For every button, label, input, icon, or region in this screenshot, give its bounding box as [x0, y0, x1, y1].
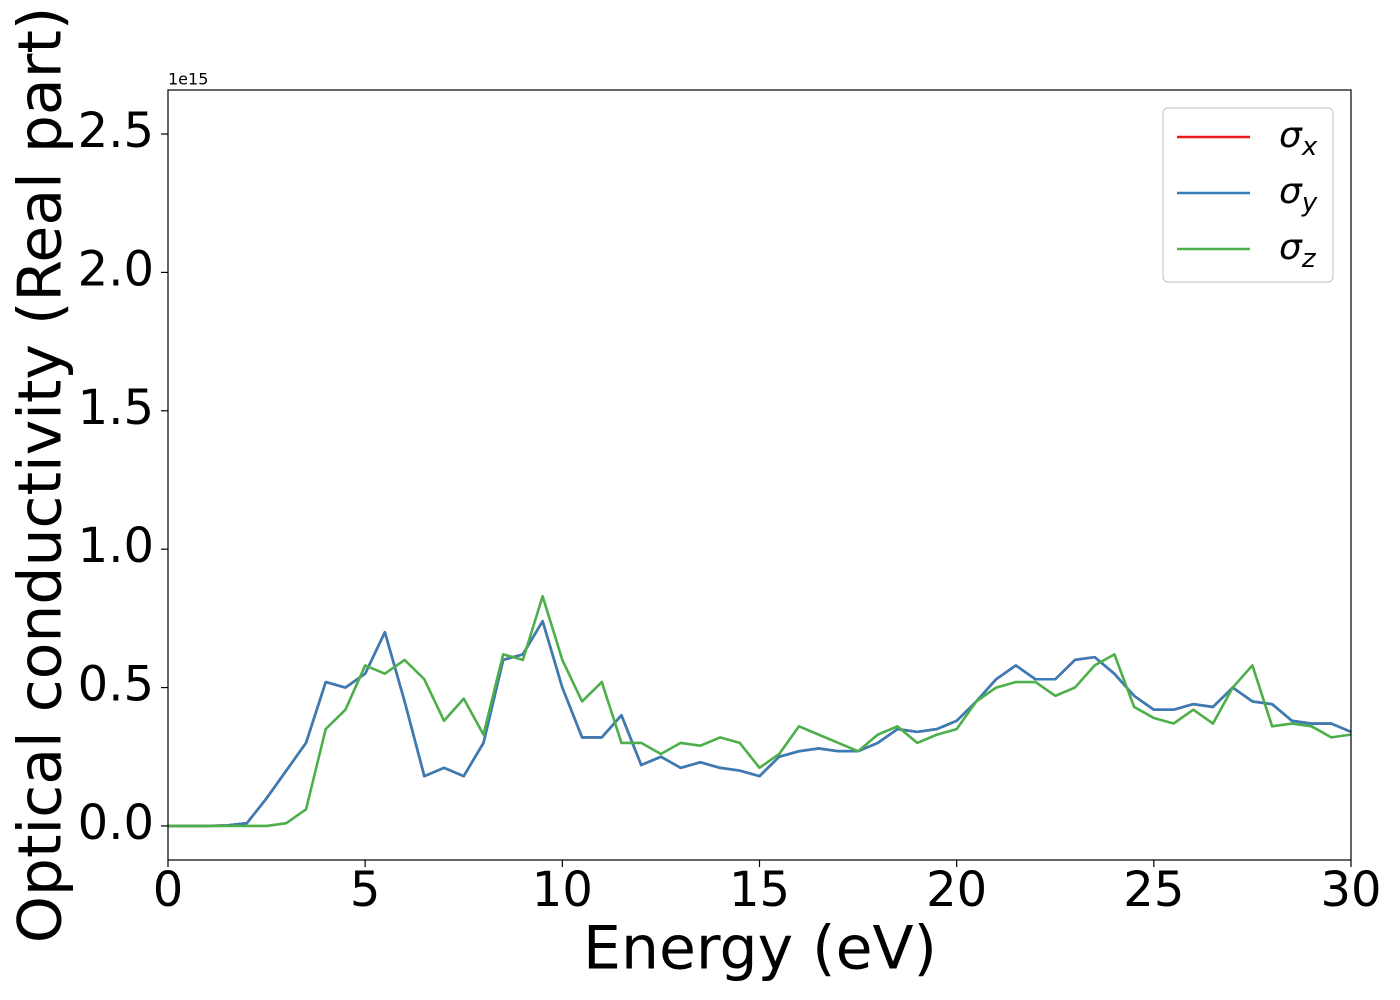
y-tick-label: 0.5 [78, 657, 154, 713]
x-axis-label: Energy (eV) [583, 914, 937, 984]
x-tick-label: 30 [1320, 862, 1381, 918]
x-tick-label: 20 [926, 862, 987, 918]
x-tick-label: 15 [729, 862, 790, 918]
x-tick-label: 5 [350, 862, 381, 918]
y-offset-label: 1e15 [168, 70, 208, 89]
legend-box [1162, 107, 1334, 283]
x-tick-label: 0 [153, 862, 184, 918]
plot-frame [167, 89, 1352, 861]
legend-label: σx [1279, 115, 1318, 162]
x-tick-label: 10 [532, 862, 593, 918]
y-tick-label: 1.5 [78, 380, 154, 436]
y-tick-label: 0.0 [78, 795, 154, 851]
y-tick-label: 2.5 [78, 103, 154, 159]
y-tick-label: 2.0 [78, 241, 154, 297]
x-tick-label: 25 [1123, 862, 1184, 918]
series-line [168, 619, 1351, 828]
legend-label: σy [1279, 171, 1318, 218]
series-line [168, 594, 1351, 828]
legend-label: σz [1279, 227, 1317, 274]
y-axis-label: Optical conductivity (Real part) [6, 7, 76, 944]
y-tick-label: 1.0 [78, 518, 154, 574]
